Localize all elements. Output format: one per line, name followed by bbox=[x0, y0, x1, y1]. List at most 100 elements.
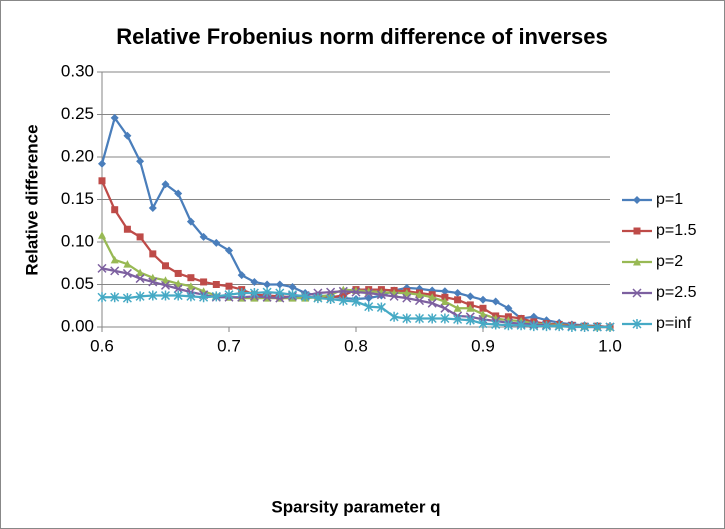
data-point bbox=[211, 291, 221, 302]
data-point bbox=[339, 292, 347, 300]
data-point bbox=[326, 293, 336, 304]
data-point bbox=[428, 293, 437, 301]
data-point bbox=[275, 280, 284, 289]
legend-label: p=1 bbox=[656, 191, 683, 208]
data-point bbox=[491, 319, 501, 330]
y-tick-label: 0.10 bbox=[61, 231, 94, 250]
data-point bbox=[338, 286, 348, 296]
legend-marker bbox=[633, 196, 641, 204]
data-point bbox=[249, 288, 259, 298]
data-point bbox=[186, 217, 195, 226]
data-point bbox=[174, 189, 183, 198]
data-point bbox=[454, 296, 462, 304]
data-point bbox=[136, 157, 145, 166]
data-point bbox=[110, 255, 119, 264]
data-point bbox=[541, 321, 552, 332]
data-point bbox=[326, 287, 336, 297]
data-point bbox=[580, 322, 590, 332]
data-point bbox=[97, 263, 107, 273]
data-point bbox=[389, 291, 399, 301]
data-point bbox=[364, 301, 374, 312]
data-point bbox=[225, 282, 233, 290]
data-point bbox=[122, 268, 132, 278]
data-point bbox=[161, 180, 170, 189]
data-point bbox=[364, 288, 374, 298]
data-point bbox=[479, 295, 487, 304]
data-point bbox=[479, 310, 487, 318]
data-point bbox=[503, 320, 513, 331]
data-point bbox=[516, 320, 526, 331]
data-point bbox=[160, 290, 171, 301]
data-point bbox=[478, 318, 488, 329]
data-point bbox=[415, 290, 424, 299]
y-tick-label: 0.30 bbox=[61, 61, 94, 80]
data-point bbox=[491, 297, 500, 306]
legend-label: p=inf bbox=[656, 315, 692, 332]
data-point bbox=[186, 282, 195, 290]
data-point bbox=[287, 289, 298, 300]
data-point bbox=[97, 292, 107, 303]
data-point bbox=[376, 290, 386, 300]
data-point bbox=[465, 315, 475, 326]
data-point bbox=[427, 313, 437, 324]
data-point bbox=[224, 289, 234, 300]
data-point bbox=[351, 296, 361, 307]
data-point bbox=[136, 233, 144, 241]
data-point bbox=[440, 287, 449, 296]
data-point bbox=[441, 293, 449, 301]
data-point bbox=[313, 293, 323, 304]
data-point bbox=[122, 293, 132, 304]
x-tick-label: 0.6 bbox=[90, 336, 114, 355]
y-tick-label: 0.15 bbox=[61, 189, 94, 208]
data-point bbox=[453, 314, 463, 325]
data-point bbox=[402, 293, 412, 303]
data-point bbox=[351, 287, 361, 297]
data-point bbox=[200, 278, 208, 286]
data-point bbox=[554, 321, 564, 332]
data-point bbox=[98, 177, 106, 185]
data-point bbox=[173, 290, 183, 301]
data-point bbox=[338, 295, 348, 306]
data-point bbox=[110, 292, 120, 303]
data-point bbox=[453, 304, 462, 312]
data-point bbox=[402, 313, 412, 324]
data-point bbox=[402, 289, 411, 297]
data-point bbox=[174, 269, 182, 277]
legend-label: p=2 bbox=[656, 253, 683, 270]
data-point bbox=[110, 266, 120, 276]
data-point bbox=[212, 238, 221, 247]
data-point bbox=[123, 260, 132, 268]
data-point bbox=[135, 291, 145, 302]
data-point bbox=[364, 294, 373, 303]
data-point bbox=[288, 283, 297, 292]
data-point bbox=[136, 268, 145, 277]
data-point bbox=[440, 313, 450, 324]
data-point bbox=[110, 113, 119, 122]
data-point bbox=[135, 274, 145, 284]
data-point bbox=[263, 280, 272, 289]
y-tick-label: 0.20 bbox=[61, 146, 94, 165]
y-tick-label: 0.25 bbox=[61, 104, 94, 123]
data-point bbox=[162, 262, 169, 270]
data-point bbox=[504, 304, 513, 313]
data-point bbox=[149, 250, 157, 258]
x-tick-label: 0.9 bbox=[471, 336, 495, 355]
data-point bbox=[148, 204, 157, 212]
legend-label: p=2.5 bbox=[656, 284, 697, 301]
data-point bbox=[237, 288, 247, 298]
data-point bbox=[237, 271, 246, 280]
data-point bbox=[199, 292, 209, 303]
data-point bbox=[389, 311, 399, 322]
legend-marker bbox=[633, 227, 641, 235]
y-tick-label: 0.05 bbox=[61, 274, 94, 293]
x-tick-label: 0.7 bbox=[217, 336, 241, 355]
data-point bbox=[440, 297, 449, 305]
data-point bbox=[466, 292, 475, 301]
legend-marker bbox=[632, 288, 642, 298]
data-point bbox=[440, 303, 450, 313]
data-point bbox=[567, 322, 577, 332]
legend-marker bbox=[633, 258, 641, 266]
data-point bbox=[453, 289, 462, 297]
